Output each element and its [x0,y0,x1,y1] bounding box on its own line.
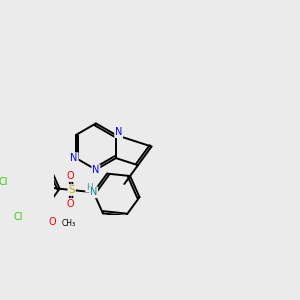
Text: Cl: Cl [0,177,8,187]
Text: S: S [68,185,75,195]
Text: Cl: Cl [14,212,23,222]
Text: O: O [67,171,74,181]
Text: H: H [86,183,93,192]
Text: CH₃: CH₃ [61,219,76,228]
Text: O: O [67,199,74,209]
Text: N: N [115,127,122,137]
Text: N: N [70,153,78,163]
Text: N: N [92,165,100,175]
Text: N: N [90,187,97,197]
Text: O: O [49,217,56,227]
